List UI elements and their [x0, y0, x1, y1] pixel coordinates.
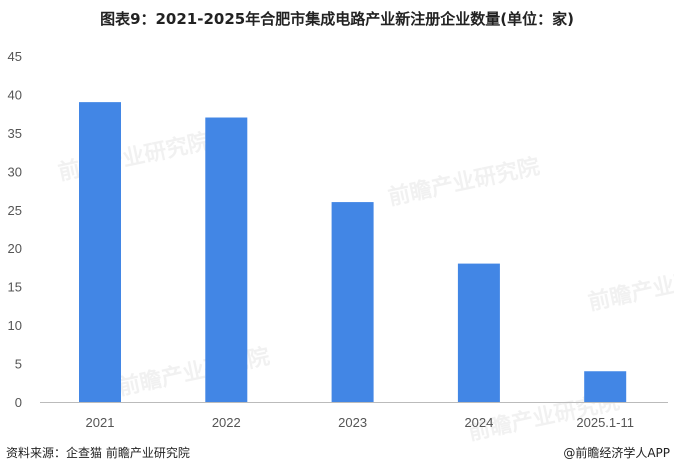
- x-tick-label: 2024: [464, 415, 493, 430]
- y-tick-label: 5: [15, 357, 22, 372]
- y-tick-label: 25: [8, 203, 22, 218]
- credit-note: @前瞻经济学人APP: [563, 446, 670, 460]
- bar-2025.1-11: [584, 371, 627, 402]
- source-note: 资料来源：企查猫 前瞻产业研究院: [6, 446, 190, 460]
- x-tick-label: 2025.1-11: [576, 415, 634, 430]
- y-tick-label: 0: [15, 395, 22, 410]
- bar-2024: [457, 263, 500, 402]
- watermark: 前瞻产业研究院: [586, 258, 674, 315]
- y-tick-label: 15: [8, 280, 22, 295]
- watermark: 前瞻产业研究院: [386, 153, 542, 210]
- x-tick-label: 2023: [338, 415, 367, 430]
- bar-2021: [79, 102, 121, 402]
- y-tick-label: 40: [8, 87, 22, 102]
- y-tick-label: 45: [8, 49, 22, 64]
- y-tick-label: 35: [8, 126, 22, 141]
- y-tick-label: 10: [8, 318, 22, 333]
- x-tick-label: 2021: [86, 415, 115, 430]
- bar-2022: [205, 117, 248, 402]
- x-tick-label: 2022: [212, 415, 241, 430]
- watermark: 前瞻产业研究院: [116, 343, 272, 400]
- y-tick-label: 20: [8, 241, 22, 256]
- chart-title: 图表9：2021-2025年合肥市集成电路产业新注册企业数量(单位：家): [100, 10, 574, 28]
- y-tick-label: 30: [8, 164, 22, 179]
- bar-2023: [331, 202, 374, 402]
